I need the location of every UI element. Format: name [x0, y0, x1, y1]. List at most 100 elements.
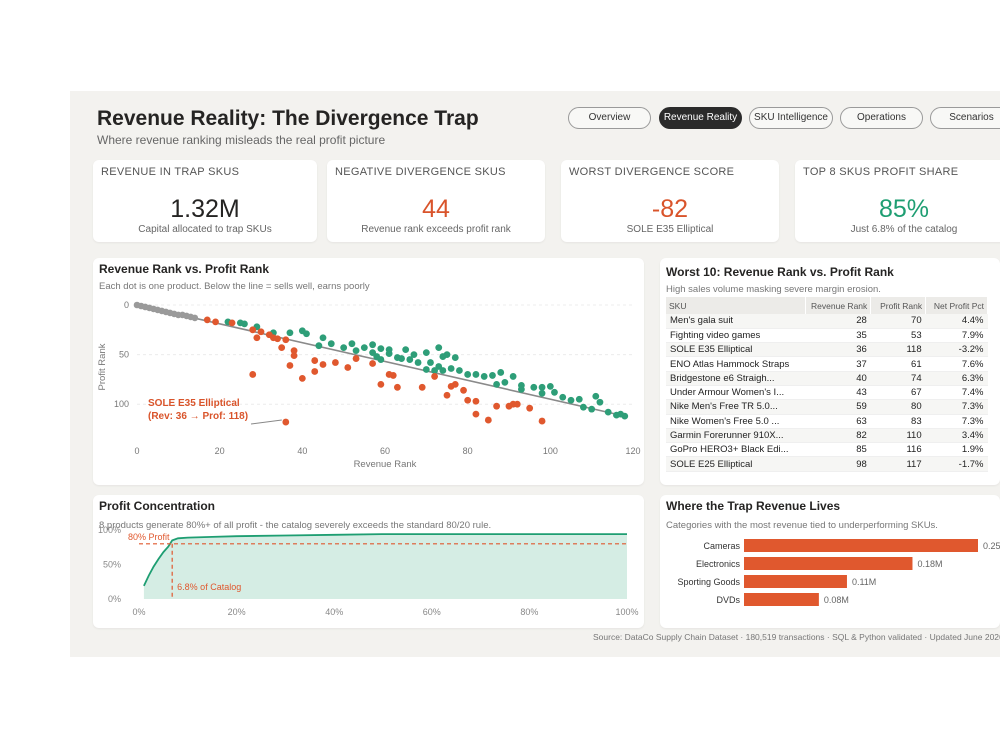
- concentration-chart: 0% 20% 40% 60% 80% 100% 0% 50% 100% 80% Profit 6…: [98, 525, 639, 617]
- table-row[interactable]: SOLE E25 Elliptical 98 117 -1.7%: [666, 456, 988, 472]
- worst10-title: Worst 10: Revenue Rank vs. Profit Rank: [666, 265, 894, 279]
- x-tick-label: 40: [297, 446, 307, 456]
- scatter-point-above: [241, 320, 248, 328]
- scatter-point-above: [447, 365, 455, 372]
- scatter-point-above: [497, 369, 505, 376]
- column-header-profit-rank[interactable]: Profit Rank: [870, 297, 927, 314]
- scatter-card: Revenue Rank vs. Profit Rank Each dot is…: [93, 258, 644, 485]
- cell-net-profit-pct: 4.4%: [925, 314, 988, 329]
- kpi-label: NEGATIVE DIVERGENCE SKUS: [335, 166, 506, 178]
- scatter-point-above: [319, 334, 327, 342]
- scatter-point-below: [290, 347, 298, 355]
- table-row[interactable]: ENO Atlas Hammock Straps 37 61 7.6%: [666, 356, 988, 372]
- scatter-point-above: [588, 405, 596, 413]
- scatter-point-above: [286, 329, 294, 337]
- y-tick-label: 50%: [103, 560, 121, 570]
- cell-profit-rank: 118: [870, 342, 926, 358]
- nav-tab-scenarios[interactable]: Scenarios: [930, 107, 1000, 129]
- x-tick-label: 20: [215, 446, 225, 456]
- scatter-point-above: [385, 350, 393, 358]
- scatter-point-above: [493, 380, 500, 388]
- scatter-point-below: [257, 328, 265, 336]
- y-tick-label: 0%: [108, 594, 121, 604]
- table-row[interactable]: Garmin Forerunner 910X... 82 110 3.4%: [666, 428, 988, 444]
- cell-revenue-rank: 98: [805, 456, 871, 472]
- kpi-card-negative-divergence: NEGATIVE DIVERGENCE SKUS 44 Revenue rank…: [327, 160, 545, 242]
- scatter-title: Revenue Rank vs. Profit Rank: [99, 262, 270, 276]
- scatter-point-below: [212, 318, 219, 326]
- scatter-point-above: [422, 349, 430, 357]
- cell-revenue-rank: 43: [805, 385, 871, 401]
- annotation-leader-line: [250, 419, 282, 425]
- cell-profit-rank: 110: [870, 428, 926, 444]
- scatter-point-below: [253, 334, 261, 342]
- concentration-subtitle: 8 products generate 80%+ of all profit -…: [99, 520, 492, 531]
- scatter-point-below: [352, 355, 360, 362]
- trap-revenue-subtitle: Categories with the most revenue tied to…: [666, 520, 938, 531]
- cell-sku: GoPro HERO3+ Black Edi...: [666, 442, 806, 458]
- table-row[interactable]: Nike Men's Free TR 5.0... 59 80 7.3%: [666, 399, 988, 415]
- kpi-sub: SOLE E35 Elliptical: [626, 224, 714, 235]
- cell-net-profit-pct: 7.6%: [925, 356, 988, 372]
- scatter-point-above: [422, 366, 430, 373]
- trap-revenue-title: Where the Trap Revenue Lives: [666, 499, 841, 513]
- cell-net-profit-pct: 7.3%: [925, 414, 988, 429]
- scatter-point-above: [352, 347, 360, 355]
- y-tick-label: 100: [114, 399, 129, 409]
- cell-revenue-rank: 35: [805, 328, 871, 344]
- table-row[interactable]: GoPro HERO3+ Black Edi... 85 116 1.9%: [666, 442, 988, 458]
- scatter-point-above: [456, 367, 463, 374]
- column-header-revenue-rank[interactable]: Revenue Rank: [805, 297, 872, 314]
- cell-net-profit-pct: 7.3%: [925, 399, 988, 415]
- scatter-point-below: [484, 416, 492, 424]
- table-row[interactable]: Fighting video games 35 53 7.9%: [666, 328, 988, 344]
- cell-sku: Nike Women's Free 5.0 ...: [666, 414, 806, 429]
- scatter-point-above: [551, 388, 558, 396]
- table-row[interactable]: SOLE E35 Elliptical 36 118 -3.2%: [666, 342, 988, 358]
- kpi-label: TOP 8 SKUS PROFIT SHARE: [803, 166, 959, 178]
- x-tick-label: 0: [134, 446, 139, 456]
- scatter-point-above: [435, 344, 443, 352]
- table-row[interactable]: Nike Women's Free 5.0 ... 63 83 7.3%: [666, 414, 988, 429]
- dashboard-canvas: Revenue Reality: The Divergence Trap Whe…: [70, 91, 1000, 657]
- scatter-point-above: [348, 340, 356, 348]
- scatter-point-above: [604, 408, 612, 416]
- nav-tab-revenue-reality[interactable]: Revenue Reality: [659, 107, 742, 129]
- x-tick-label: 100: [543, 446, 558, 456]
- table-row[interactable]: Under Armour Women's I... 43 67 7.4%: [666, 385, 988, 401]
- table-row[interactable]: Bridgestone e6 Straigh... 40 74 6.3%: [666, 371, 988, 386]
- column-header-sku[interactable]: SKU: [666, 297, 807, 314]
- nav-tab-operations[interactable]: Operations: [840, 107, 923, 129]
- scatter-point-below: [282, 336, 290, 344]
- cell-net-profit-pct: 7.4%: [925, 385, 988, 401]
- scatter-point-above: [501, 378, 509, 386]
- scatter-point-above: [303, 330, 310, 338]
- cell-profit-rank: 117: [870, 456, 926, 472]
- scatter-point-below: [472, 397, 480, 405]
- scatter-point-below: [493, 402, 500, 410]
- scatter-point-above: [427, 359, 434, 366]
- cell-sku: Bridgestone e6 Straigh...: [666, 371, 806, 386]
- nav-tab-sku-intelligence[interactable]: SKU Intelligence: [749, 107, 833, 129]
- area-fill: [143, 534, 627, 599]
- scatter-point-above: [360, 344, 368, 352]
- scatter-point-above: [472, 371, 480, 378]
- cell-profit-rank: 116: [870, 442, 926, 458]
- bar-category-label: Sporting Goods: [677, 577, 740, 587]
- scatter-point-below: [278, 344, 286, 352]
- cell-revenue-rank: 63: [805, 414, 871, 429]
- bar-category-label: Cameras: [703, 541, 740, 551]
- kpi-sub: Revenue rank exceeds profit rank: [361, 224, 511, 235]
- y-tick-label: 100%: [98, 525, 121, 535]
- cell-revenue-rank: 40: [805, 371, 871, 386]
- table-row[interactable]: Men's gala suit 28 70 4.4%: [666, 314, 988, 329]
- kpi-value: 44: [422, 195, 450, 223]
- column-header-net-profit-pct[interactable]: Net Profit Pct: [925, 297, 988, 314]
- cell-net-profit-pct: -1.7%: [925, 456, 988, 472]
- worst10-subtitle: High sales volume masking severe margin …: [666, 284, 881, 295]
- y-tick-label: 50: [119, 350, 129, 360]
- nav-tab-overview[interactable]: Overview: [568, 107, 651, 129]
- scatter-point-above: [443, 351, 451, 358]
- x-tick-label: 60: [380, 446, 390, 456]
- scatter-point-above: [340, 344, 348, 352]
